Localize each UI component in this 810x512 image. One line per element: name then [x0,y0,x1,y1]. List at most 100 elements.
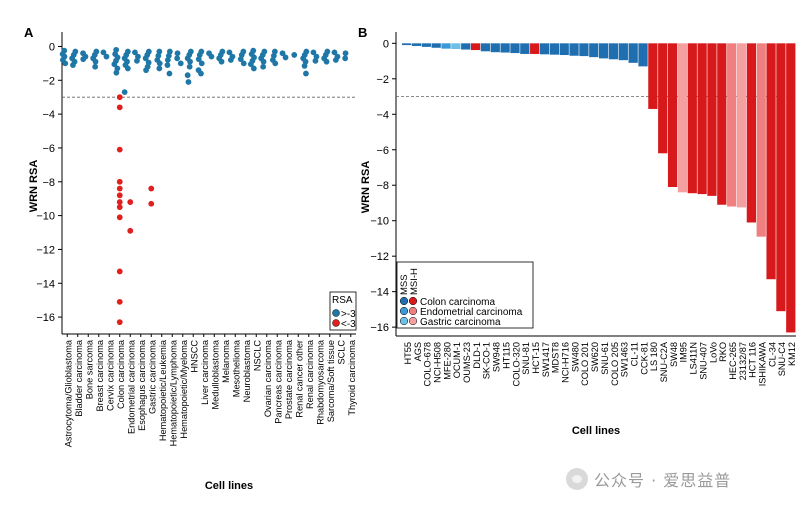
data-point-above [184,72,191,79]
data-point-above [111,61,118,68]
legend-marker-above [332,309,340,317]
x-tick-label-b: SW1463 [620,342,630,377]
y-tick-label-b: −4 [376,109,389,121]
bar [638,43,648,67]
x-tick-label-a: Cervix carcinoma [105,339,115,411]
data-point-above [312,57,319,64]
bar [667,43,678,188]
data-point-above [177,60,184,67]
x-tick-label-b: HCT 116 [748,342,758,378]
bar [402,43,412,46]
x-tick-label-b: SK-CO-1 [482,342,492,379]
x-tick-label-b: SW1417 [541,342,551,377]
bar [677,43,688,193]
x-tick-label-b: HCT-15 [531,342,541,374]
bar [461,43,471,50]
x-tick-label-b: ISHIKAWA [758,341,768,386]
x-tick-label-b: MDST8 [551,342,561,373]
data-point-below [116,94,123,101]
bar [530,43,540,54]
data-point-below [116,199,123,205]
data-point-above [250,65,257,72]
data-point-above [92,63,99,70]
x-tick-label-b: RKO [718,342,728,362]
data-point-above [187,58,193,65]
data-point-below [116,104,123,111]
x-tick-label-b: SW480 [570,342,580,372]
data-point-above [218,58,225,65]
data-point-below [148,185,155,192]
data-point-above [121,89,128,96]
x-tick-label-a: Hematopoietic/Lymphoma [168,339,178,446]
y-axis-title-a: WRN RSA [28,160,40,213]
data-point-above [124,65,131,72]
data-point-below [127,199,134,205]
data-point-above [156,65,163,72]
x-tick-label-b: LoVo [708,342,718,363]
data-point-above [164,62,171,68]
x-tick-label-a: HNSCC [189,340,199,373]
y-tick-label-a: −8 [42,177,55,189]
bar [658,43,668,154]
data-point-below [116,214,123,221]
data-point-above [166,70,173,77]
x-tick-label-a: Esophagus carcinoma [137,339,147,431]
x-tick-label-b: COLO 201 [580,342,590,386]
x-tick-label-b: COLO-678 [423,342,433,386]
data-point-above [100,49,107,56]
bar [618,43,628,61]
data-point-below [116,319,123,326]
bar [470,43,481,51]
y-tick-label-b: −16 [370,322,389,334]
data-point-above [282,54,289,61]
bar [510,43,520,54]
x-tick-label-a: Astrocytoma/Glioblastoma [63,339,73,447]
x-tick-label-b: NCI-H716 [561,342,571,383]
bar [549,43,559,55]
data-point-above [301,63,308,69]
data-point-above [80,56,87,63]
wechat-icon [566,468,588,490]
legend-col-mss: MSS [399,274,410,295]
data-point-above [113,69,120,76]
y-tick-label-a: −12 [36,244,55,256]
data-point-above [62,60,69,67]
data-point-above [186,63,193,70]
bar [628,43,638,63]
x-tick-label-a: NSCLC [252,340,262,372]
bar [569,43,579,56]
x-tick-label-a: Melanoma [221,339,231,383]
x-tick-label-b: COLO 205 [610,342,620,386]
bar [520,43,530,54]
data-point-above [342,55,349,62]
data-point-above [142,55,149,62]
bar [451,43,461,49]
x-tick-label-a: Bone sarcoma [84,339,94,399]
bar [589,43,599,58]
legend-label-below: <-3 [341,319,356,330]
x-tick-label-b: HT55 [403,342,413,364]
x-tick-label-a: Endometrial carcinoma [126,339,136,434]
x-tick-label-b: SNU-C2A [659,341,669,382]
y-tick-label-b: 0 [383,38,389,50]
y-tick-label-b: −6 [376,145,389,157]
x-tick-label-b: 23132/87 [738,342,748,380]
watermark: 公众号 · 爱思益普 [566,466,796,492]
bar [411,43,422,46]
x-tick-label-a: Sarcoma/Soft tissue [326,340,336,422]
x-tick-label-a: Thyroid carcinoma [347,339,357,415]
data-point-below [116,298,123,305]
x-tick-label-b: IM95 [679,342,689,362]
legend-marker-msi [408,316,418,326]
data-point-above [279,50,286,57]
data-point-above [260,63,267,70]
x-tick-label-a: Hematopoietic/Myeloma [179,339,189,438]
legend-marker-msi [408,296,418,306]
bar [608,43,619,60]
x-tick-label-b: AGS [413,342,423,361]
bar [431,43,441,48]
y-tick-label-b: −2 [376,74,389,86]
bar [687,43,697,194]
